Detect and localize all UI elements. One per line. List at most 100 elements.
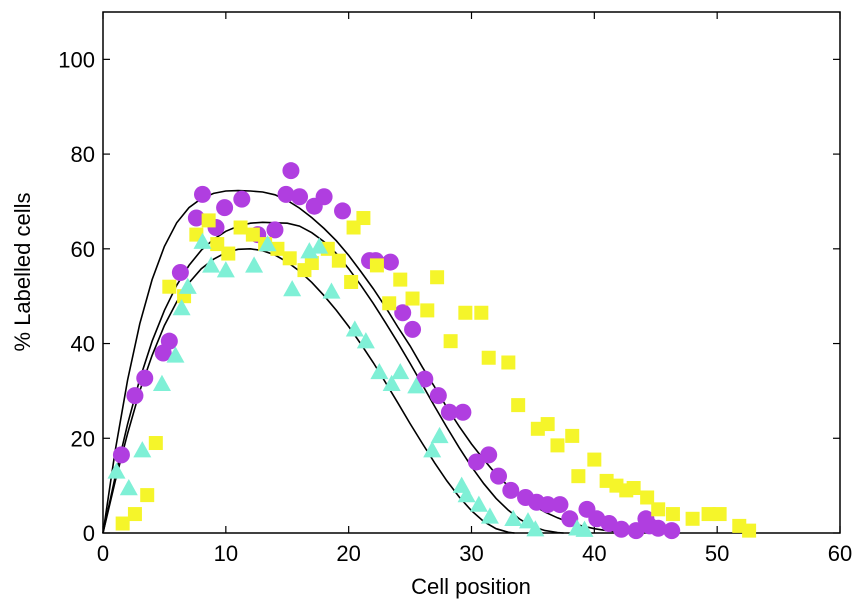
data-point-triangle <box>216 261 235 278</box>
data-point-circle <box>612 520 630 538</box>
data-point-circle <box>381 253 399 271</box>
y-tick-label: 0 <box>83 521 95 546</box>
data-point-square <box>587 452 602 467</box>
data-point-circle <box>282 162 300 180</box>
data-point-triangle <box>469 495 488 512</box>
data-point-circle <box>627 522 645 540</box>
data-point-circle <box>551 496 569 514</box>
x-tick-label: 10 <box>214 541 238 566</box>
data-point-square <box>245 227 260 242</box>
data-point-square <box>540 417 555 432</box>
data-point-circle <box>394 304 412 322</box>
data-point-square <box>474 305 489 320</box>
data-point-circle <box>266 221 284 239</box>
data-point-triangle <box>345 320 364 337</box>
data-point-triangle <box>356 332 375 349</box>
x-axis-ticks: 0 10 20 30 40 50 60 <box>97 12 852 566</box>
data-point-square <box>481 350 496 365</box>
data-point-square <box>712 507 727 522</box>
data-point-square <box>356 211 371 226</box>
data-point-circle <box>502 481 520 499</box>
data-point-square <box>344 274 359 289</box>
data-point-square <box>201 213 216 228</box>
data-point-triangle <box>172 299 191 316</box>
data-point-circle <box>539 496 557 514</box>
data-point-triangle <box>300 242 319 259</box>
data-point-triangle <box>258 235 277 252</box>
data-point-circle <box>454 403 472 421</box>
data-point-square <box>405 291 420 306</box>
data-point-circle <box>112 446 130 464</box>
data-point-triangle <box>133 441 152 458</box>
data-point-square <box>701 507 716 522</box>
x-axis-label: Cell position <box>411 574 531 599</box>
data-point-square <box>501 355 516 370</box>
data-point-circle <box>467 453 485 471</box>
data-point-circle <box>160 332 178 350</box>
data-point-circle <box>440 403 458 421</box>
data-point-square <box>430 270 445 285</box>
y-tick-label: 40 <box>71 332 95 357</box>
data-point-circle <box>561 510 579 528</box>
x-tick-label: 50 <box>705 541 729 566</box>
y-axis-label: % Labelled cells <box>10 193 35 352</box>
data-point-circle <box>416 370 434 388</box>
data-point-triangle <box>457 486 476 503</box>
data-point-circle <box>136 369 154 387</box>
x-tick-label: 30 <box>459 541 483 566</box>
data-point-square <box>640 490 655 505</box>
data-point-square <box>270 241 285 256</box>
data-point-square <box>382 296 397 311</box>
data-point-circle <box>171 264 189 281</box>
data-point-triangle <box>245 256 264 273</box>
data-point-circle <box>277 185 295 203</box>
data-point-triangle <box>119 479 138 496</box>
data-point-triangle <box>178 277 197 294</box>
y-tick-label: 80 <box>71 142 95 167</box>
data-point-square <box>665 507 680 522</box>
data-point-triangle <box>322 282 341 299</box>
data-point-square <box>571 469 586 484</box>
data-point-square <box>511 398 526 413</box>
y-tick-label: 100 <box>58 47 95 72</box>
data-point-triangle <box>423 441 442 458</box>
data-point-circle <box>193 185 211 203</box>
y-tick-label: 20 <box>71 426 95 451</box>
data-point-square <box>742 523 757 538</box>
y-axis-ticks: 0 20 40 60 80 100 <box>58 47 840 546</box>
data-point-square <box>626 481 641 496</box>
data-point-circle <box>334 202 352 220</box>
data-point-triangle <box>430 426 449 444</box>
data-point-square <box>162 279 177 294</box>
fit-curve-line <box>102 247 515 534</box>
data-point-square <box>127 507 142 522</box>
data-point-triangle <box>370 362 389 380</box>
data-point-triangle <box>407 377 426 394</box>
data-point-circle <box>291 188 309 206</box>
data-point-triangle <box>480 507 499 524</box>
data-point-circle <box>315 188 333 206</box>
data-point-circle <box>126 387 144 405</box>
data-point-square <box>685 511 700 526</box>
data-point-square <box>210 237 225 252</box>
data-point-square <box>331 253 346 268</box>
data-point-circle <box>663 522 681 540</box>
data-point-square <box>369 258 384 273</box>
x-tick-label: 20 <box>336 541 360 566</box>
data-point-triangle <box>107 462 126 479</box>
data-point-square <box>233 220 248 235</box>
data-point-circle <box>649 519 667 537</box>
data-point-square <box>140 488 155 503</box>
data-point-circle <box>404 320 422 338</box>
data-point-circle <box>480 446 498 464</box>
data-point-circle <box>187 209 205 227</box>
data-point-circle <box>233 190 251 208</box>
data-point-triangle <box>526 520 545 537</box>
data-point-square <box>221 246 236 261</box>
data-point-triangle <box>382 374 401 392</box>
data-point-square <box>565 428 580 443</box>
data-points <box>107 162 757 540</box>
data-point-square <box>651 502 666 517</box>
data-point-circle <box>429 387 447 405</box>
